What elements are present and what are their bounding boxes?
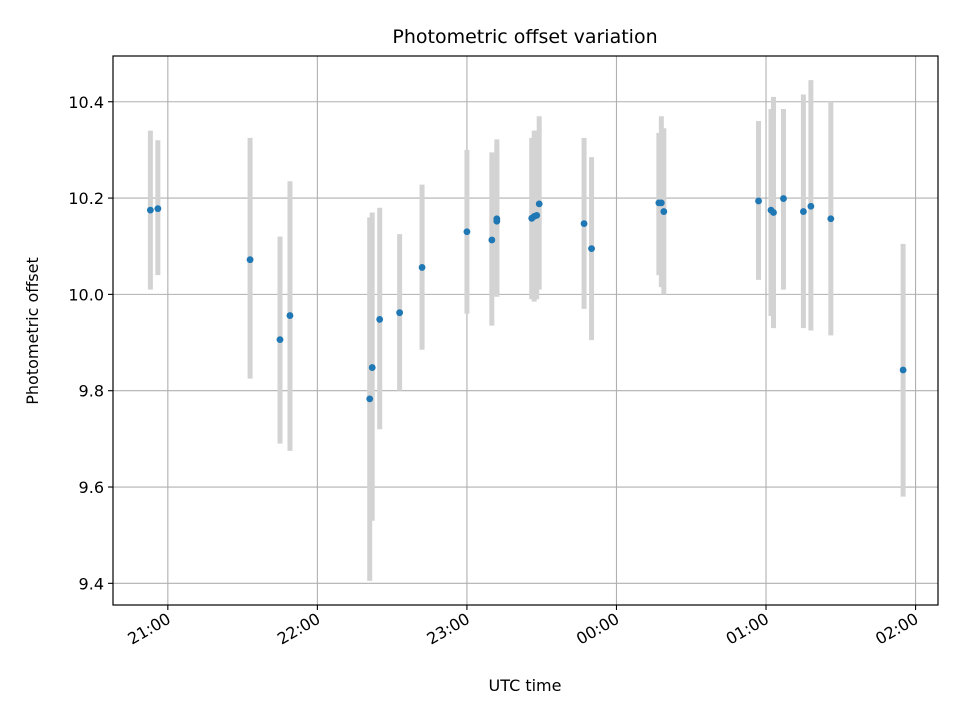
data-point [276, 336, 284, 344]
x-tick-label: 01:00 [723, 609, 772, 649]
x-tick-label: 02:00 [872, 609, 921, 649]
x-tick-label: 22:00 [274, 609, 323, 649]
data-point [246, 256, 254, 264]
grid-lines [113, 56, 938, 605]
data-point [588, 245, 595, 253]
y-tick-label: 9.8 [79, 382, 104, 401]
y-tick-label: 10.4 [68, 93, 104, 112]
data-point [376, 316, 384, 323]
data-point [493, 217, 501, 225]
data-point [580, 220, 588, 227]
data-point [418, 264, 426, 271]
data-point [657, 199, 665, 207]
error-bars [147, 80, 906, 581]
y-tick-label: 10.2 [68, 189, 104, 208]
data-point [463, 228, 471, 236]
x-tick-label: 00:00 [573, 609, 622, 649]
plot-frame [112, 55, 939, 606]
data-point [660, 208, 668, 215]
data-point [396, 309, 404, 317]
x-tick-label: 23:00 [423, 609, 472, 649]
data-point [368, 364, 376, 371]
y-tick-label: 9.4 [79, 574, 104, 593]
data-point [827, 215, 835, 223]
data-point [488, 236, 496, 244]
y-tick-label: 10.0 [68, 285, 104, 304]
data-point [535, 200, 543, 208]
data-point [533, 212, 541, 219]
data-point [800, 208, 807, 215]
y-axis-label: Photometric offset [23, 257, 42, 405]
chart-title: Photometric offset variation [392, 26, 657, 48]
data-point [899, 366, 907, 374]
data-point [770, 209, 777, 216]
data-point [807, 202, 815, 210]
data-point [286, 312, 294, 319]
x-axis-label: UTC time [489, 676, 562, 695]
y-tick-label: 9.6 [79, 478, 104, 497]
data-points [146, 195, 907, 403]
data-point [780, 195, 787, 202]
x-tick-label: 21:00 [124, 609, 173, 649]
data-point [755, 197, 762, 205]
data-point [154, 205, 162, 213]
data-point [366, 395, 374, 403]
data-point [146, 206, 154, 214]
